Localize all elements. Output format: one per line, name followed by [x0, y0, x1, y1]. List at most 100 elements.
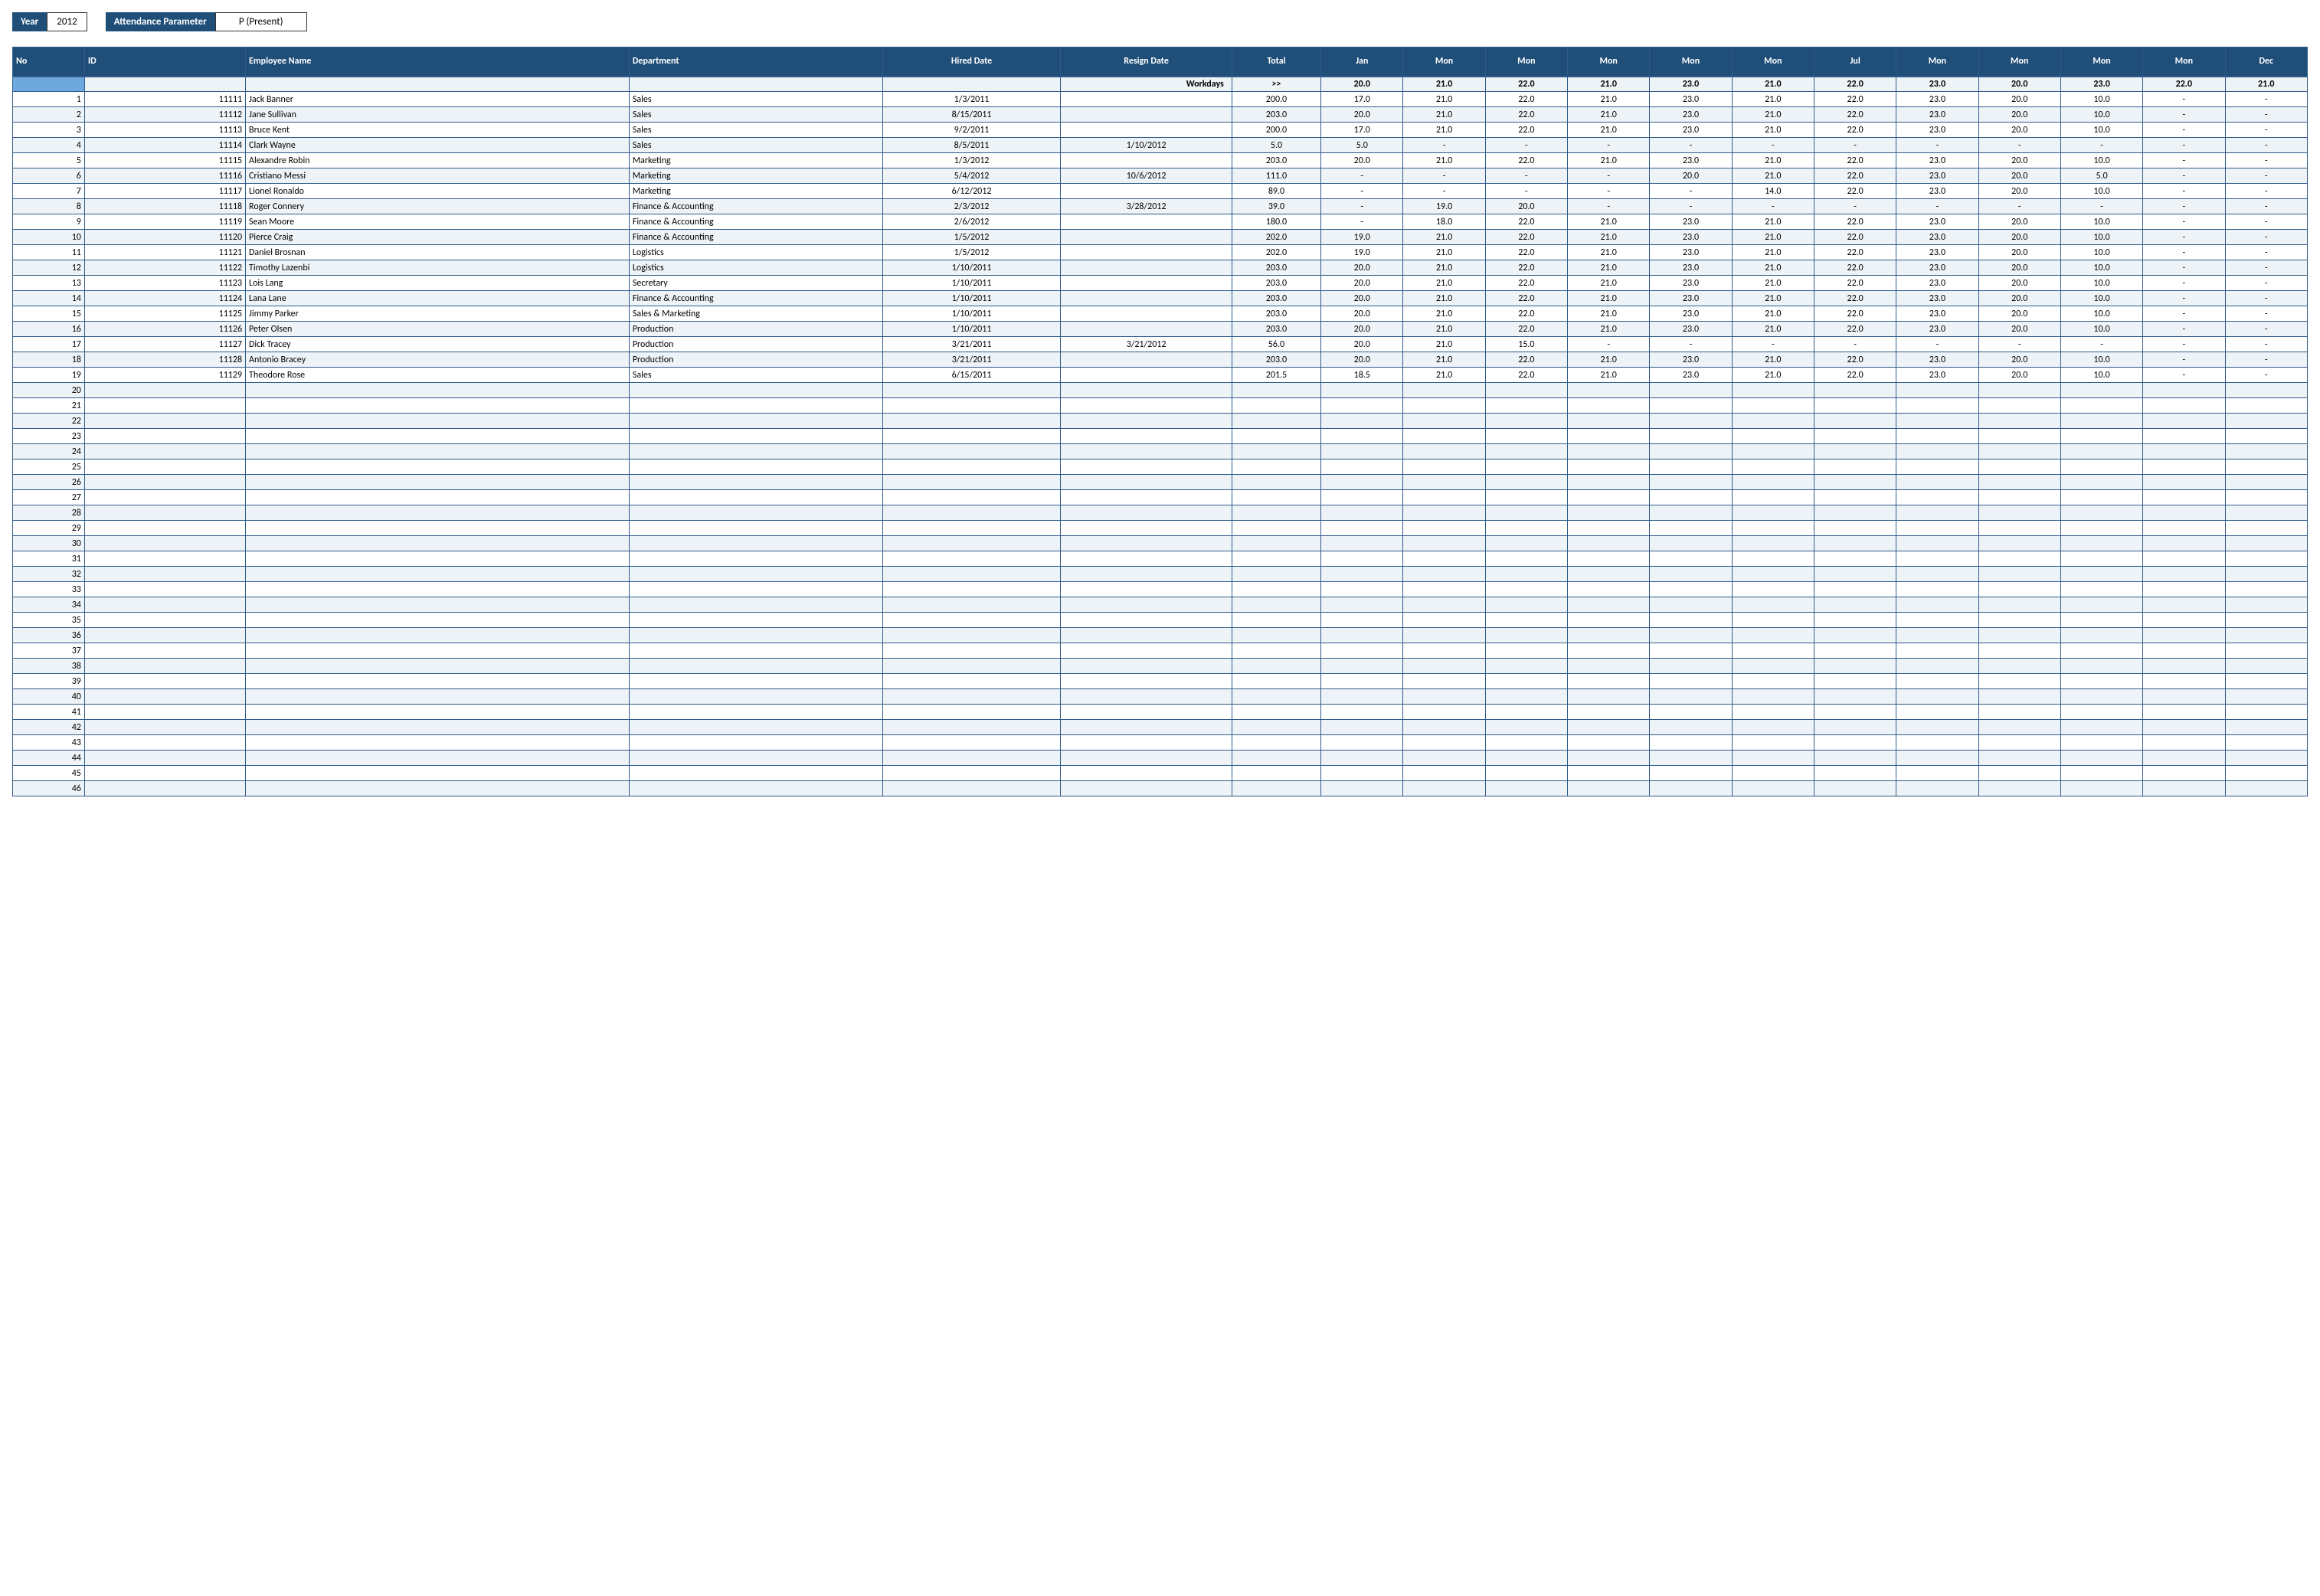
cell[interactable]: [1978, 689, 2060, 705]
cell[interactable]: 23.0: [1650, 123, 1732, 138]
cell[interactable]: [1232, 781, 1320, 796]
cell[interactable]: [1814, 659, 1896, 674]
cell[interactable]: -: [2143, 322, 2225, 337]
cell[interactable]: [1896, 551, 1978, 567]
cell[interactable]: [1978, 536, 2060, 551]
cell[interactable]: -: [2143, 92, 2225, 107]
cell[interactable]: 21.0: [1732, 168, 1814, 184]
cell[interactable]: 21.0: [1403, 368, 1485, 383]
cell[interactable]: -: [2225, 306, 2307, 322]
cell[interactable]: [882, 444, 1061, 460]
cell[interactable]: 20.0: [1978, 276, 2060, 291]
cell[interactable]: 4: [13, 138, 85, 153]
cell[interactable]: [1650, 735, 1732, 751]
cell[interactable]: [1650, 383, 1732, 398]
cell[interactable]: [2143, 490, 2225, 505]
cell[interactable]: [1061, 291, 1232, 306]
cell[interactable]: [1650, 597, 1732, 613]
cell[interactable]: 21.0: [1732, 245, 1814, 260]
cell[interactable]: 22.0: [1814, 352, 1896, 368]
cell[interactable]: -: [2143, 153, 2225, 168]
cell[interactable]: [84, 781, 245, 796]
cell[interactable]: [629, 475, 882, 490]
cell[interactable]: [1061, 414, 1232, 429]
cell[interactable]: -: [1650, 337, 1732, 352]
cell[interactable]: [1232, 766, 1320, 781]
cell[interactable]: [1650, 398, 1732, 414]
cell[interactable]: Sales: [629, 368, 882, 383]
cell[interactable]: Jimmy Parker: [246, 306, 630, 322]
cell[interactable]: [1232, 567, 1320, 582]
cell[interactable]: [2060, 505, 2142, 521]
cell[interactable]: 34: [13, 597, 85, 613]
cell[interactable]: [1814, 521, 1896, 536]
cell[interactable]: [1321, 628, 1403, 643]
cell[interactable]: 36: [13, 628, 85, 643]
cell[interactable]: [882, 521, 1061, 536]
cell[interactable]: [1978, 705, 2060, 720]
cell[interactable]: [1568, 628, 1650, 643]
col-month-0[interactable]: Jan: [1321, 47, 1403, 77]
cell[interactable]: 11127: [84, 337, 245, 352]
cell[interactable]: [629, 689, 882, 705]
cell[interactable]: [1650, 582, 1732, 597]
cell[interactable]: [2225, 659, 2307, 674]
cell[interactable]: [1732, 582, 1814, 597]
cell[interactable]: 22.0: [1814, 291, 1896, 306]
cell[interactable]: -: [1732, 199, 1814, 214]
cell[interactable]: 20.0: [1321, 276, 1403, 291]
cell[interactable]: 23.0: [1650, 276, 1732, 291]
cell[interactable]: [1568, 766, 1650, 781]
cell[interactable]: [1485, 551, 1567, 567]
cell[interactable]: [2143, 429, 2225, 444]
cell[interactable]: 23.0: [1896, 153, 1978, 168]
cell[interactable]: [1061, 276, 1232, 291]
cell[interactable]: [1321, 613, 1403, 628]
cell[interactable]: [1568, 398, 1650, 414]
cell[interactable]: [2143, 766, 2225, 781]
cell[interactable]: [1568, 705, 1650, 720]
cell[interactable]: [246, 398, 630, 414]
cell[interactable]: [1978, 597, 2060, 613]
cell[interactable]: [246, 659, 630, 674]
cell[interactable]: [84, 475, 245, 490]
cell[interactable]: -: [1403, 168, 1485, 184]
cell[interactable]: 11112: [84, 107, 245, 123]
cell[interactable]: [2225, 414, 2307, 429]
cell[interactable]: [1061, 781, 1232, 796]
cell[interactable]: [1403, 597, 1485, 613]
cell[interactable]: [1814, 597, 1896, 613]
cell[interactable]: 24: [13, 444, 85, 460]
cell[interactable]: 10.0: [2060, 123, 2142, 138]
cell[interactable]: [1485, 490, 1567, 505]
col-month-9[interactable]: Mon: [2060, 47, 2142, 77]
cell[interactable]: [1896, 521, 1978, 536]
cell[interactable]: [246, 720, 630, 735]
cell[interactable]: [1814, 582, 1896, 597]
cell[interactable]: 20.0: [1978, 291, 2060, 306]
cell[interactable]: [1814, 643, 1896, 659]
cell[interactable]: 23.0: [1896, 107, 1978, 123]
cell[interactable]: 10.0: [2060, 92, 2142, 107]
cell[interactable]: [1403, 505, 1485, 521]
cell[interactable]: [1403, 582, 1485, 597]
cell[interactable]: 30: [13, 536, 85, 551]
cell[interactable]: Sales: [629, 123, 882, 138]
cell[interactable]: [1732, 751, 1814, 766]
col-resign[interactable]: Resign Date: [1061, 47, 1232, 77]
cell[interactable]: [2060, 643, 2142, 659]
cell[interactable]: Lana Lane: [246, 291, 630, 306]
cell[interactable]: [882, 490, 1061, 505]
cell[interactable]: [1232, 582, 1320, 597]
cell[interactable]: -: [1568, 199, 1650, 214]
cell[interactable]: Finance & Accounting: [629, 214, 882, 230]
cell[interactable]: -: [2225, 291, 2307, 306]
cell[interactable]: 20.0: [1978, 368, 2060, 383]
cell[interactable]: [1061, 92, 1232, 107]
cell[interactable]: -: [1485, 168, 1567, 184]
cell[interactable]: [1568, 521, 1650, 536]
cell[interactable]: [1403, 567, 1485, 582]
cell[interactable]: 43: [13, 735, 85, 751]
cell[interactable]: [1896, 567, 1978, 582]
cell[interactable]: -: [1896, 199, 1978, 214]
